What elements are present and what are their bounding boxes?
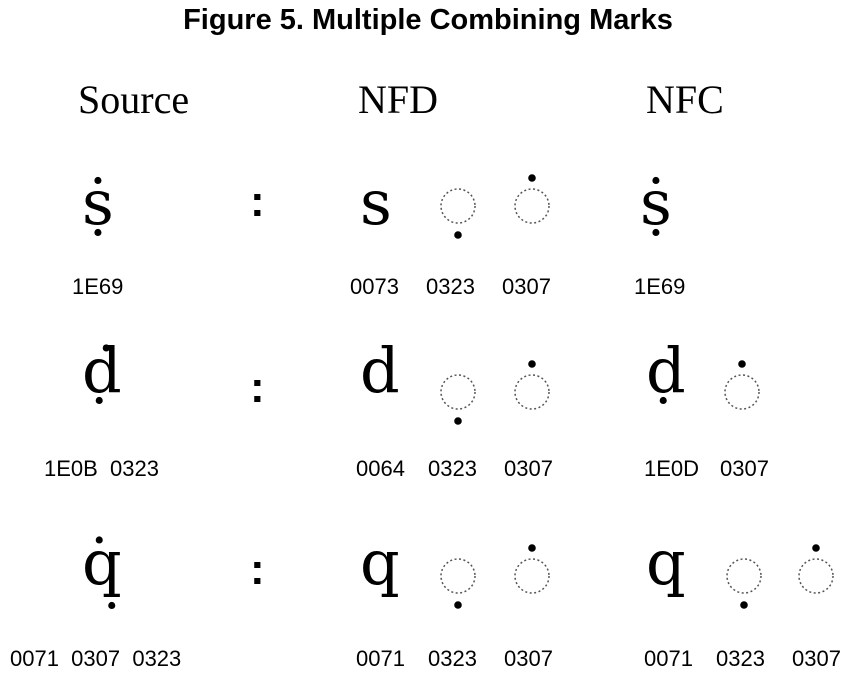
nfd-code: 0064	[356, 456, 405, 482]
figure-title: Figure 5. Multiple Combining Marks	[0, 4, 856, 37]
header-nfc: NFC	[646, 76, 724, 123]
combining-dot-below-placeholder	[436, 350, 480, 430]
header-source: Source	[78, 76, 189, 123]
combining-dot-above-placeholder	[510, 164, 554, 244]
nfd-base-row1: s	[360, 172, 392, 234]
combining-dot-above-placeholder	[510, 350, 554, 430]
nfd-code: 0323	[428, 646, 477, 672]
nfc-glyph-row1: ṩ	[640, 172, 672, 234]
nfc-code: 1E0D	[644, 456, 699, 482]
nfc-code: 0307	[792, 646, 841, 672]
source-codes-row2: 1E0B 0323	[44, 456, 159, 482]
combining-dot-below-placeholder	[436, 534, 480, 614]
nfd-code: 0071	[356, 646, 405, 672]
nfd-code: 0073	[350, 274, 399, 300]
nfd-code: 0323	[428, 456, 477, 482]
combining-dot-below-placeholder	[722, 534, 766, 614]
nfd-code: 0323	[426, 274, 475, 300]
source-glyph-row2: ḍ̇	[82, 340, 122, 402]
source-glyph-row1: ṩ	[82, 172, 114, 234]
combining-dot-above-placeholder	[720, 350, 764, 430]
nfc-code: 0307	[720, 456, 769, 482]
nfc-glyph-row2: ḍ	[646, 340, 686, 402]
source-glyph-row3: q̣̇	[82, 532, 122, 594]
source-codes-row3: 0071 0307 0323	[10, 646, 181, 672]
nfc-code: 1E69	[634, 274, 685, 300]
colon-row3: :	[250, 548, 265, 592]
nfc-base-row3: q	[646, 532, 686, 594]
nfd-code: 0307	[504, 646, 553, 672]
nfd-code: 0307	[504, 456, 553, 482]
colon-row2: :	[250, 366, 265, 410]
nfd-code: 0307	[502, 274, 551, 300]
nfc-code: 0071	[644, 646, 693, 672]
colon-row1: :	[250, 180, 265, 224]
nfd-base-row3: q	[360, 532, 400, 594]
nfd-base-row2: d	[360, 340, 400, 402]
combining-dot-above-placeholder	[794, 534, 838, 614]
combining-dot-below-placeholder	[436, 164, 480, 244]
header-nfd: NFD	[358, 76, 438, 123]
combining-dot-above-placeholder	[510, 534, 554, 614]
source-codes-row1: 1E69	[72, 274, 123, 300]
nfc-code: 0323	[716, 646, 765, 672]
